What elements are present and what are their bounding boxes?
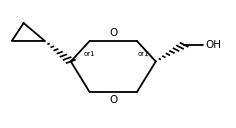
Text: O: O: [109, 95, 117, 105]
Text: or1: or1: [84, 51, 95, 57]
Text: or1: or1: [138, 51, 150, 57]
Text: O: O: [109, 28, 117, 38]
Text: OH: OH: [205, 40, 221, 50]
